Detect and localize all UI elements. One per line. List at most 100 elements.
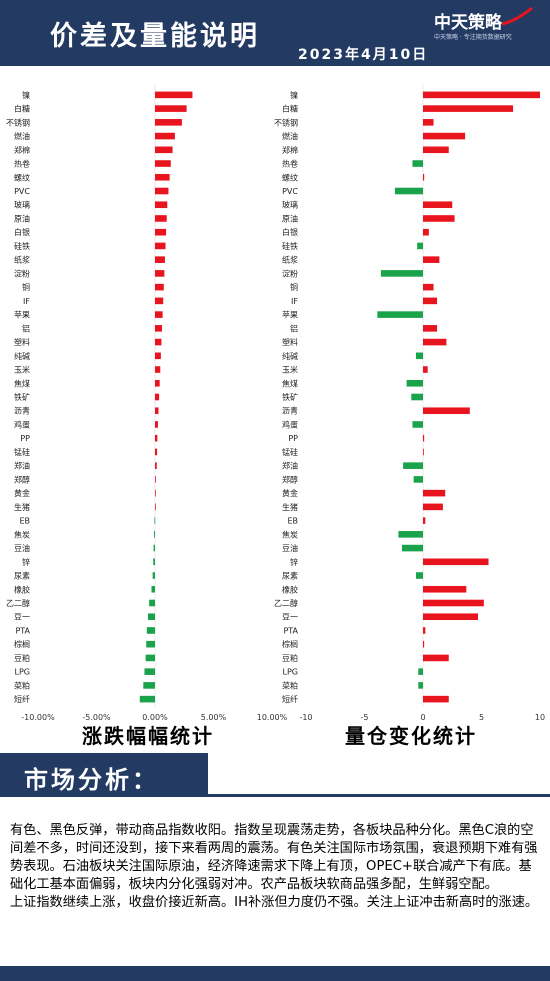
bar [155,297,164,305]
bar [415,572,423,579]
bar [412,421,423,428]
category-label: 原油 [282,213,298,223]
bar [423,228,429,236]
category-label: 硅铁 [14,241,30,251]
category-label: 白银 [14,227,30,237]
bar [155,421,158,428]
bar [423,366,428,373]
category-label: 热卷 [14,159,30,169]
category-label: IF [23,297,30,306]
category-label: 豆油 [282,543,298,553]
category-label: 苹果 [14,310,30,320]
bar [418,682,423,689]
footer-bar [0,966,550,981]
bar [401,544,423,552]
bar [423,132,466,140]
category-label: 尿素 [14,571,30,581]
bar [406,379,423,387]
bar [155,160,171,167]
category-label: 鸡蛋 [14,419,30,429]
bar [155,489,156,497]
bar [423,558,489,566]
category-label: 短纤 [14,694,30,704]
bar [423,489,446,497]
bar [423,613,478,621]
bar [155,325,163,332]
analysis-text: 有色、黑色反弹，带动商品指数收阳。指数呈现震荡走势，各板块品种分化。黑色C浪的空… [10,822,542,912]
bar [411,393,423,401]
bar [155,105,187,112]
bar [377,311,423,318]
bar [423,283,434,291]
category-label: 原油 [14,213,30,223]
category-label: 菜粕 [14,680,30,690]
category-label: PP [20,434,30,443]
category-label: 纯碱 [282,351,298,361]
category-label: 锌 [290,557,298,567]
category-label: 沥青 [14,406,30,416]
bar [415,352,423,360]
bar [144,668,155,675]
category-label: 镍 [290,90,298,100]
category-label: 锰硅 [14,447,30,457]
category-label: 生猪 [14,502,30,512]
bar [412,160,423,167]
header-band [0,0,550,66]
bar [139,695,155,703]
category-label: 淀粉 [282,268,298,278]
bar [147,613,155,621]
section-title-bar [0,753,208,797]
category-label: 棕榈 [14,639,30,649]
bar [423,654,449,662]
logo-subtitle: 中天策略 · 专注期货数据研究 [434,34,512,41]
tick-label: -5.00% [82,713,111,722]
category-label: PVC [14,187,30,196]
category-label: 焦炭 [14,529,30,539]
bar [423,640,425,648]
bar [423,105,514,112]
category-label: 不锈钢 [6,117,30,127]
category-label: 短纤 [282,694,298,704]
market-analysis-header: 市场分析： [0,749,550,801]
category-label: 橡胶 [14,584,30,594]
category-label: 不锈钢 [274,117,298,127]
category-label: 橡胶 [282,584,298,594]
category-label: 塑料 [282,337,298,347]
bar [423,256,440,263]
bar [423,503,443,511]
bar [154,531,155,538]
category-label: 鸡蛋 [282,419,298,429]
category-label: 热卷 [282,159,298,169]
bar [151,585,155,593]
bar [155,476,156,483]
bar [155,434,158,442]
category-label: 燃油 [14,131,30,141]
category-label: 玉米 [282,365,298,375]
category-label: 螺纹 [14,172,30,182]
category-label: 纸浆 [282,255,298,265]
category-label: 焦炭 [282,529,298,539]
category-label: 黄金 [282,488,298,498]
bar [155,132,175,140]
price-change-caption: 涨跌幅幅统计 [82,724,214,748]
category-label: 锰硅 [282,447,298,457]
category-label: 铝 [22,323,30,333]
category-label: IF [291,297,298,306]
header: 价差及量能说明 2023年4月10日 中天策略 中天策略 · 专注期货数据研究 [0,0,550,66]
bar [418,668,423,675]
bar [155,201,168,209]
bar [149,599,155,607]
bar [152,572,155,579]
tick-label: 5.00% [201,713,227,722]
category-label: 白银 [282,227,298,237]
bar [423,325,438,332]
bar [403,462,423,469]
bar [155,228,167,236]
category-label: PP [288,434,298,443]
bar [423,448,424,456]
bar [423,338,447,346]
category-label: EB [19,517,30,526]
